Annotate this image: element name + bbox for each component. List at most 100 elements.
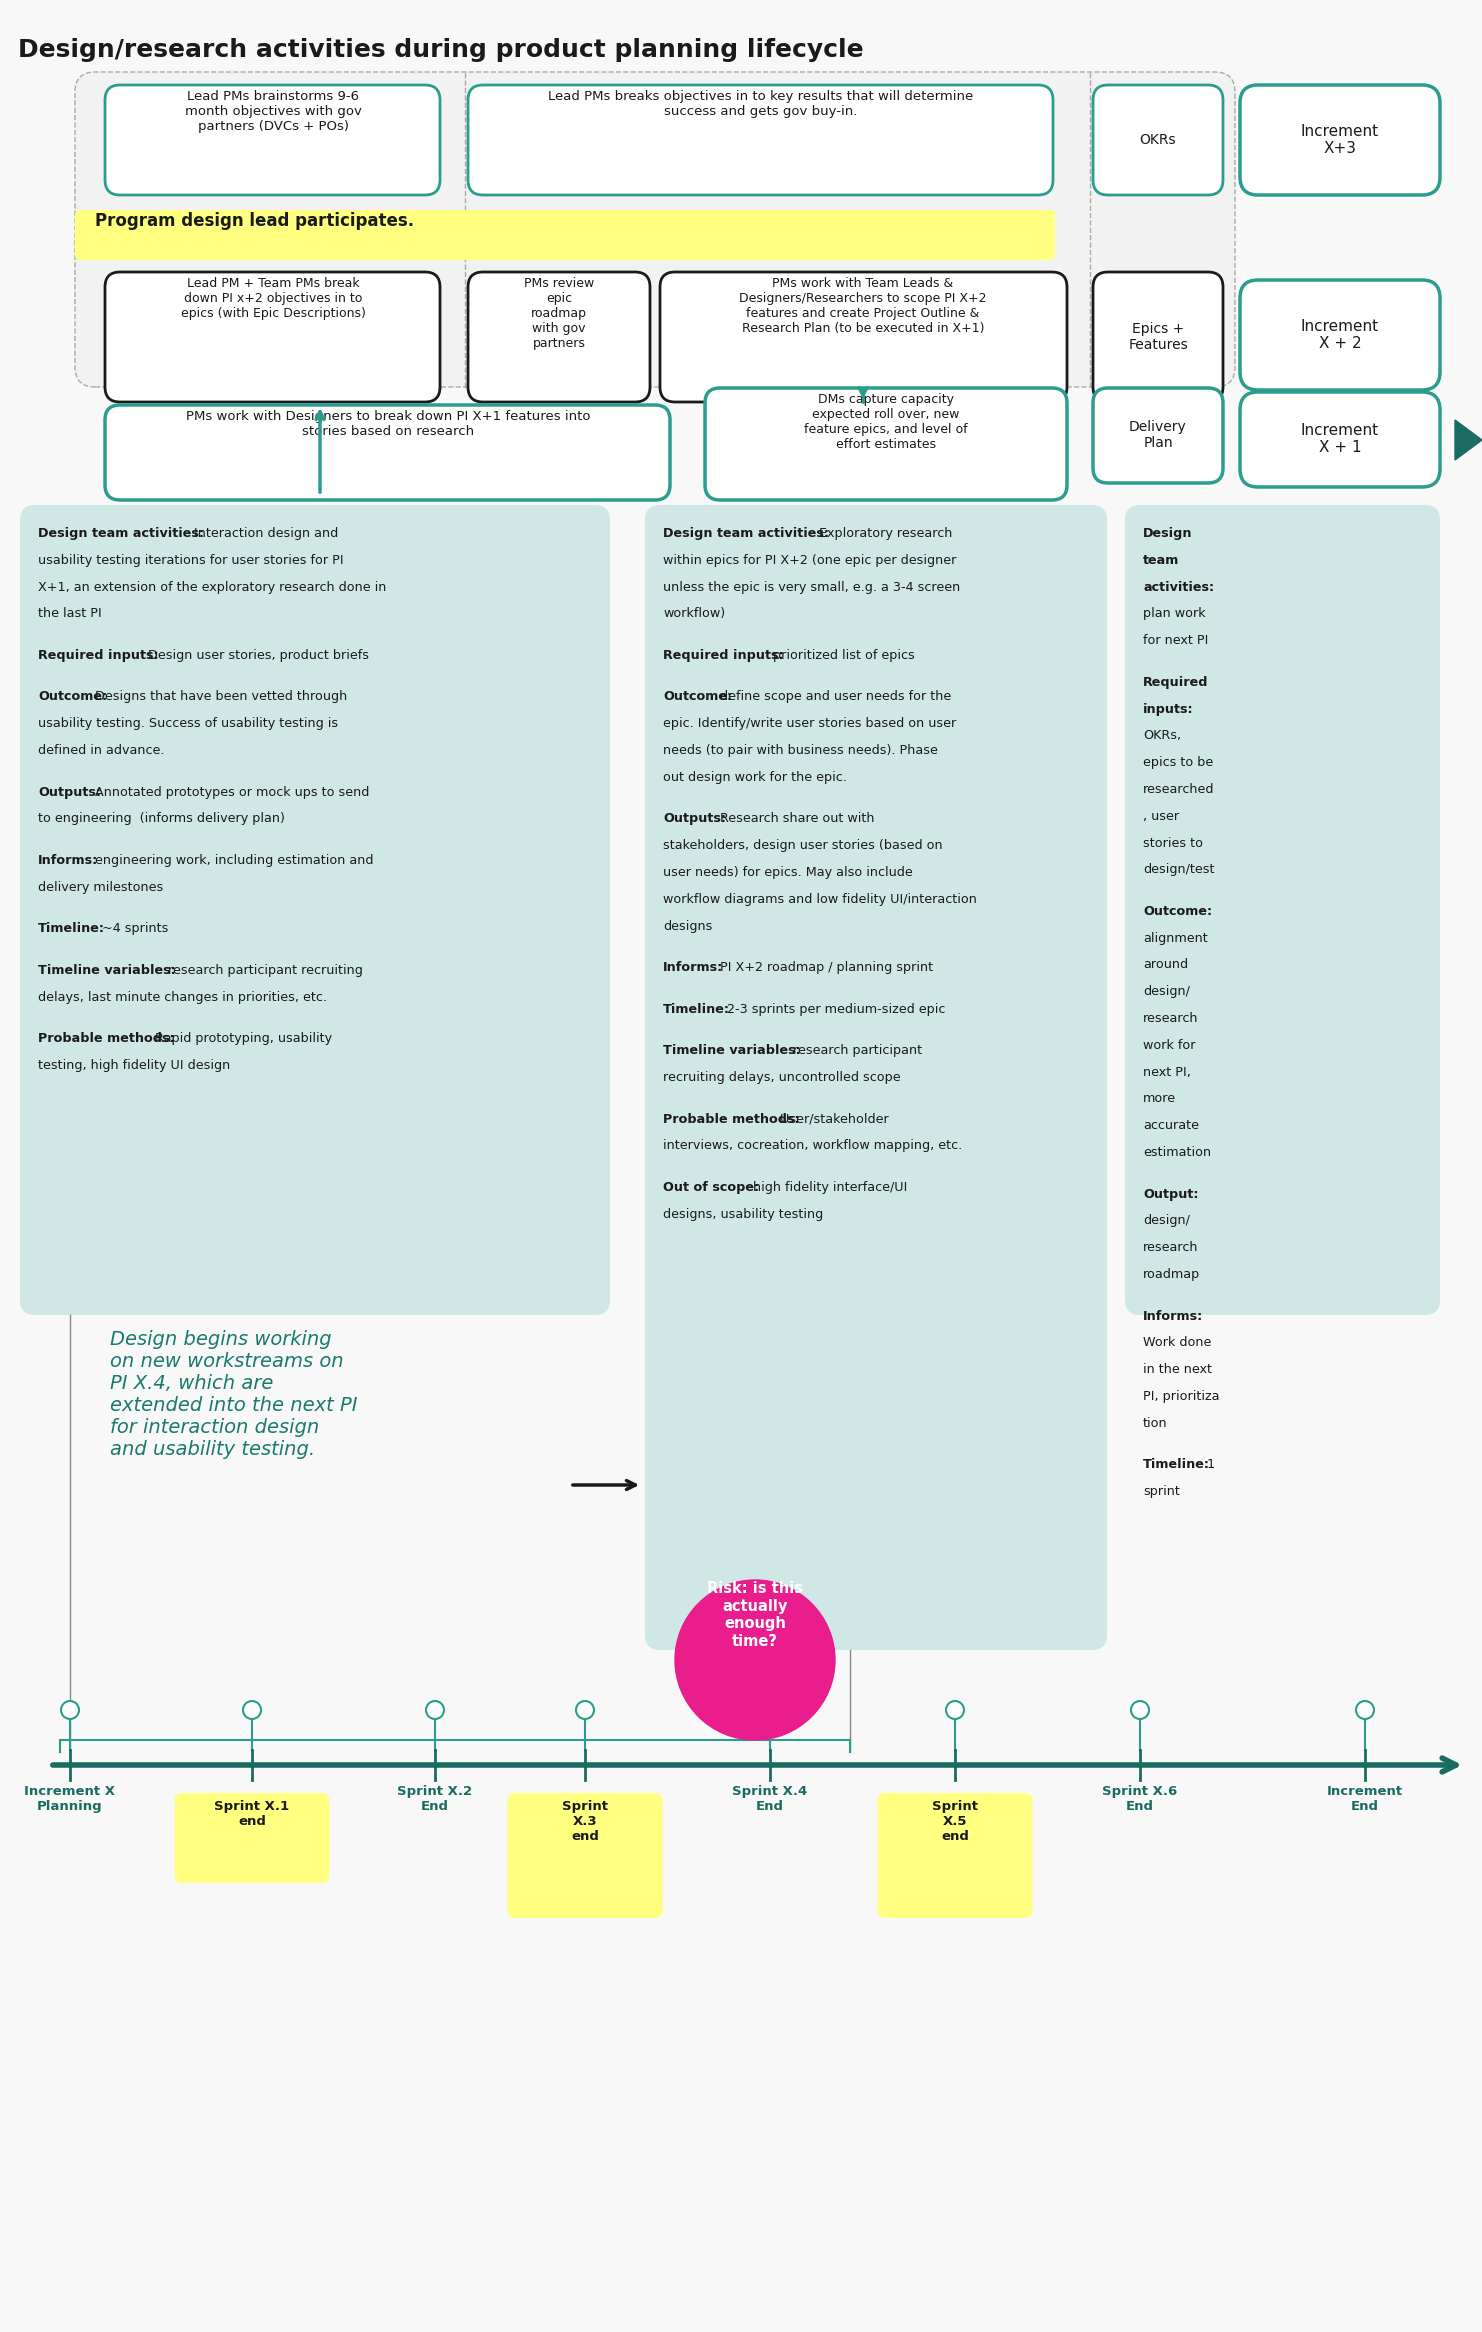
Text: Program design lead participates.: Program design lead participates.	[95, 212, 413, 231]
Text: Required: Required	[1143, 676, 1208, 688]
Text: accurate: accurate	[1143, 1119, 1199, 1133]
Text: Design begins working
on new workstreams on
PI X.4, which are
extended into the : Design begins working on new workstreams…	[110, 1329, 357, 1460]
Text: DMs capture capacity
expected roll over, new
feature epics, and level of
effort : DMs capture capacity expected roll over,…	[805, 394, 968, 450]
Text: defined in advance.: defined in advance.	[39, 744, 165, 758]
Text: Probable methods:: Probable methods:	[662, 1112, 800, 1126]
Text: Outcome:: Outcome:	[39, 690, 107, 704]
Text: workflow): workflow)	[662, 606, 725, 620]
FancyBboxPatch shape	[76, 210, 1055, 259]
Text: PI, prioritiza: PI, prioritiza	[1143, 1390, 1220, 1404]
Text: Increment
X + 2: Increment X + 2	[1301, 319, 1380, 352]
Text: User/stakeholder: User/stakeholder	[775, 1112, 888, 1126]
Text: Design: Design	[1143, 527, 1193, 541]
Text: define scope and user needs for the: define scope and user needs for the	[716, 690, 951, 704]
FancyBboxPatch shape	[507, 1793, 662, 1917]
Circle shape	[1356, 1700, 1374, 1719]
Text: Sprint X.2
End: Sprint X.2 End	[397, 1784, 473, 1812]
Text: Epics +
Features: Epics + Features	[1128, 322, 1189, 352]
Text: prioritized list of epics: prioritized list of epics	[769, 648, 914, 662]
Circle shape	[425, 1700, 445, 1719]
FancyBboxPatch shape	[105, 406, 670, 499]
Text: Rapid prototyping, usability: Rapid prototyping, usability	[151, 1033, 332, 1045]
Text: designs: designs	[662, 919, 713, 933]
Circle shape	[243, 1700, 261, 1719]
Text: activities:: activities:	[1143, 581, 1214, 595]
Text: researched: researched	[1143, 784, 1215, 795]
Text: research: research	[1143, 1241, 1199, 1255]
Text: stories to: stories to	[1143, 837, 1203, 849]
Text: Sprint X.4
End: Sprint X.4 End	[732, 1784, 808, 1812]
Text: research: research	[1143, 1012, 1199, 1026]
Text: Sprint X.1
end: Sprint X.1 end	[215, 1800, 289, 1828]
Text: Timeline variables:: Timeline variables:	[662, 1045, 800, 1056]
Text: Design team activities:: Design team activities:	[662, 527, 828, 541]
Text: design/: design/	[1143, 986, 1190, 998]
Text: user needs) for epics. May also include: user needs) for epics. May also include	[662, 865, 913, 879]
FancyBboxPatch shape	[659, 273, 1067, 401]
Text: epics to be: epics to be	[1143, 756, 1214, 770]
Text: within epics for PI X+2 (one epic per designer: within epics for PI X+2 (one epic per de…	[662, 553, 956, 567]
Text: Probable methods:: Probable methods:	[39, 1033, 175, 1045]
Circle shape	[576, 1700, 594, 1719]
Text: unless the epic is very small, e.g. a 3-4 screen: unless the epic is very small, e.g. a 3-…	[662, 581, 960, 595]
Text: testing, high fidelity UI design: testing, high fidelity UI design	[39, 1059, 230, 1073]
FancyBboxPatch shape	[76, 72, 1235, 387]
Text: PMs work with Designers to break down PI X+1 features into
stories based on rese: PMs work with Designers to break down PI…	[185, 410, 590, 438]
FancyBboxPatch shape	[105, 273, 440, 401]
Text: for next PI: for next PI	[1143, 634, 1208, 648]
FancyBboxPatch shape	[468, 84, 1054, 196]
Text: Outcome:: Outcome:	[662, 690, 732, 704]
Text: estimation: estimation	[1143, 1145, 1211, 1159]
Text: in the next: in the next	[1143, 1364, 1212, 1376]
Text: needs (to pair with business needs). Phase: needs (to pair with business needs). Pha…	[662, 744, 938, 758]
Text: Interaction design and: Interaction design and	[190, 527, 338, 541]
Text: Research share out with: Research share out with	[716, 812, 874, 826]
Text: alignment: alignment	[1143, 933, 1208, 944]
FancyBboxPatch shape	[1094, 84, 1223, 196]
FancyBboxPatch shape	[175, 1793, 329, 1882]
FancyBboxPatch shape	[105, 84, 440, 196]
Circle shape	[946, 1700, 963, 1719]
Text: Annotated prototypes or mock ups to send: Annotated prototypes or mock ups to send	[90, 786, 369, 798]
Text: more: more	[1143, 1091, 1177, 1105]
Text: X+1, an extension of the exploratory research done in: X+1, an extension of the exploratory res…	[39, 581, 387, 595]
FancyBboxPatch shape	[1240, 280, 1441, 389]
Text: usability testing. Success of usability testing is: usability testing. Success of usability …	[39, 718, 338, 730]
Text: Lead PMs breaks objectives in to key results that will determine
success and get: Lead PMs breaks objectives in to key res…	[548, 91, 974, 119]
Circle shape	[1131, 1700, 1149, 1719]
FancyBboxPatch shape	[1240, 84, 1441, 196]
FancyBboxPatch shape	[19, 506, 611, 1315]
Text: to engineering  (informs delivery plan): to engineering (informs delivery plan)	[39, 812, 285, 826]
Text: Out of scope:: Out of scope:	[662, 1180, 759, 1194]
Text: Delivery
Plan: Delivery Plan	[1129, 420, 1187, 450]
Text: workflow diagrams and low fidelity UI/interaction: workflow diagrams and low fidelity UI/in…	[662, 893, 977, 905]
Text: epic. Identify/write user stories based on user: epic. Identify/write user stories based …	[662, 718, 956, 730]
Text: , user: , user	[1143, 809, 1180, 823]
Text: stakeholders, design user stories (based on: stakeholders, design user stories (based…	[662, 840, 943, 851]
Text: around: around	[1143, 958, 1189, 972]
FancyBboxPatch shape	[705, 387, 1067, 499]
FancyBboxPatch shape	[1125, 506, 1441, 1315]
Text: Outputs:: Outputs:	[39, 786, 101, 798]
FancyBboxPatch shape	[877, 1793, 1033, 1917]
FancyBboxPatch shape	[1094, 387, 1223, 483]
Text: Lead PM + Team PMs break
down PI x+2 objectives in to
epics (with Epic Descripti: Lead PM + Team PMs break down PI x+2 obj…	[181, 278, 366, 319]
Text: next PI,: next PI,	[1143, 1066, 1192, 1080]
Text: PMs review
epic
roadmap
with gov
partners: PMs review epic roadmap with gov partner…	[523, 278, 594, 350]
FancyBboxPatch shape	[645, 506, 1107, 1651]
Circle shape	[674, 1581, 834, 1740]
Text: Risk: is this
actually
enough
time?: Risk: is this actually enough time?	[707, 1581, 803, 1649]
FancyBboxPatch shape	[1094, 273, 1223, 401]
Text: usability testing iterations for user stories for PI: usability testing iterations for user st…	[39, 553, 344, 567]
Text: PMs work with Team Leads &
Designers/Researchers to scope PI X+2
features and cr: PMs work with Team Leads & Designers/Res…	[740, 278, 987, 336]
Text: Required inputs:: Required inputs:	[39, 648, 159, 662]
Text: tion: tion	[1143, 1418, 1168, 1430]
Text: Sprint X.6
End: Sprint X.6 End	[1103, 1784, 1178, 1812]
Text: ~4 sprints: ~4 sprints	[98, 921, 167, 935]
Text: Increment
X+3: Increment X+3	[1301, 124, 1380, 156]
Text: work for: work for	[1143, 1038, 1196, 1052]
Text: Design user stories, product briefs: Design user stories, product briefs	[144, 648, 369, 662]
Text: Work done: Work done	[1143, 1336, 1211, 1350]
Text: designs, usability testing: designs, usability testing	[662, 1208, 823, 1220]
Text: Informs:: Informs:	[662, 961, 723, 975]
